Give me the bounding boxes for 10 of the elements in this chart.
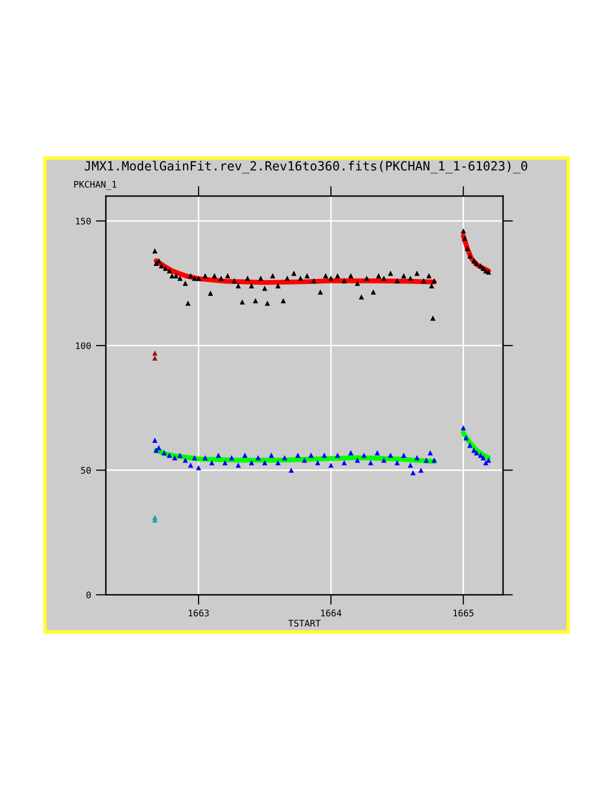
x-tick-label: 1664	[321, 610, 342, 616]
x-tick-label: 1663	[188, 610, 209, 616]
y-axis-title: PKCHAN_1	[74, 180, 116, 190]
x-axis-title: TSTART	[288, 620, 321, 627]
chart-title: JMX1.ModelGainFit.rev_2.Rev16to360.fits(PKCHAN_1_1-61023)_0	[84, 160, 528, 174]
y-tick-label: 50	[81, 466, 91, 474]
x-tick-label: 1665	[454, 610, 474, 616]
y-tick-label: 150	[76, 218, 91, 225]
y-tick-label: 0	[86, 592, 91, 598]
y-tick-label: 100	[76, 342, 91, 350]
